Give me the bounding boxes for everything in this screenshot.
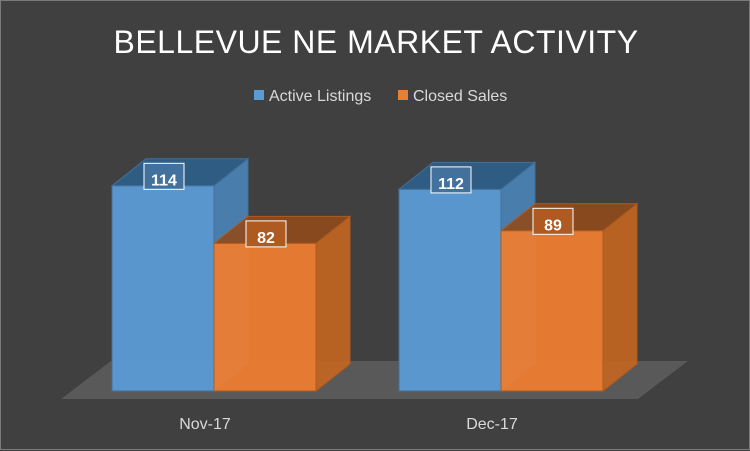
- bar-closed-sales-nov-17: [212, 215, 352, 393]
- bar-side-closed-sales-dec-17: [602, 202, 638, 393]
- legend-swatch-active-listings: [254, 90, 264, 100]
- data-label-box-closed-sales-dec-17: [532, 207, 574, 235]
- data-label-value-closed-sales-dec-17: 89: [544, 217, 562, 234]
- bar-front-closed-sales-nov-17: [213, 242, 317, 392]
- data-label-box-active-listings-nov-17: [143, 162, 185, 190]
- data-label-box-active-listings-dec-17: [430, 166, 472, 194]
- data-label-closed-sales-dec-17: 89: [532, 207, 574, 235]
- bar-front-active-listings-nov-17: [111, 185, 215, 392]
- data-label-closed-sales-nov-17: 82: [245, 220, 287, 248]
- legend: Active Listings Closed Sales: [254, 88, 507, 105]
- legend-label-closed-sales: Closed Sales: [413, 88, 507, 105]
- legend-swatch-closed-sales: [398, 90, 408, 100]
- category-label-nov-17: Nov-17: [179, 416, 231, 433]
- data-label-value-active-listings-nov-17: 114: [151, 172, 177, 189]
- data-label-active-listings-nov-17: 114: [143, 162, 185, 190]
- bar-front-active-listings-dec-17: [398, 188, 502, 392]
- category-label-dec-17: Dec-17: [466, 416, 518, 433]
- data-label-value-active-listings-dec-17: 112: [438, 176, 464, 193]
- data-label-active-listings-dec-17: 112: [430, 166, 472, 194]
- legend-label-active-listings: Active Listings: [269, 88, 371, 105]
- bars-layer: 114 82 112 89: [110, 157, 639, 393]
- data-label-box-closed-sales-nov-17: [245, 220, 287, 248]
- chart-title: BELLEVUE NE MARKET ACTIVITY: [113, 24, 638, 60]
- bar-front-closed-sales-dec-17: [500, 230, 604, 392]
- data-label-value-closed-sales-nov-17: 82: [257, 230, 275, 247]
- bar-side-closed-sales-nov-17: [315, 215, 351, 393]
